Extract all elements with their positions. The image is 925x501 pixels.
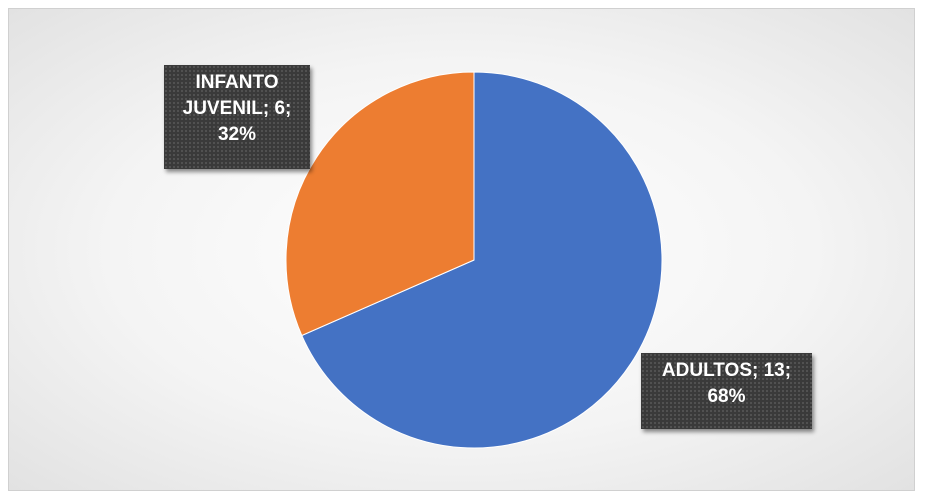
data-label-adultos-line2: 68% <box>707 386 746 407</box>
data-label-adultos: ADULTOS; 13; 68% <box>641 353 812 429</box>
pie-slice-adultos <box>301 71 663 449</box>
chart-area: INFANTO JUVENIL; 6; 32% ADULTOS; 13; 68% <box>8 8 915 491</box>
data-label-infanto-juvenil: INFANTO JUVENIL; 6; 32% <box>164 65 310 169</box>
data-label-adultos-line1: ADULTOS; 13; <box>661 360 792 381</box>
pie-slice-infanto-juvenil <box>285 71 475 337</box>
data-label-infanto-line2: JUVENIL; 6; <box>182 98 292 119</box>
pie-slices <box>285 71 663 449</box>
data-label-infanto-line1: INFANTO <box>195 72 279 93</box>
pie-chart <box>285 71 663 449</box>
data-label-infanto-line3: 32% <box>217 124 257 145</box>
